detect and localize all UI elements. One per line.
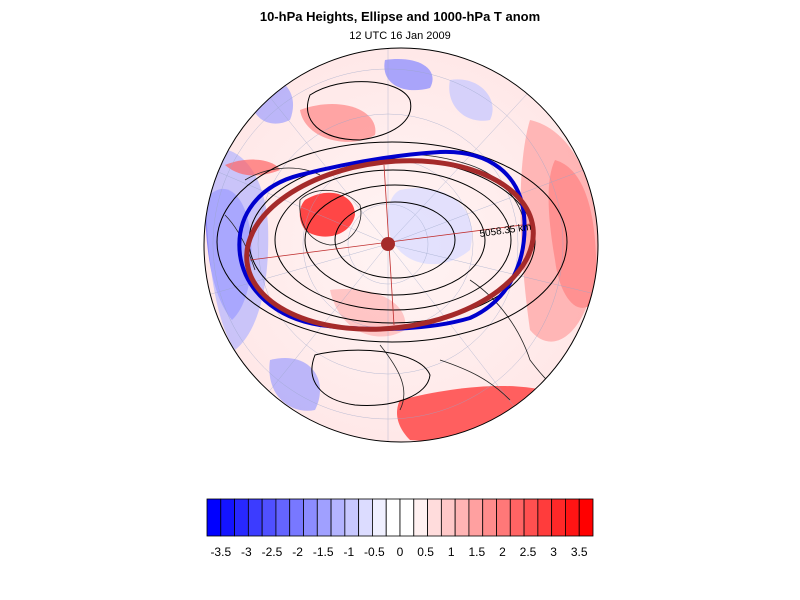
- colorbar-swatch: [316, 498, 332, 537]
- colorbar-tick-label: 3: [550, 545, 557, 559]
- colorbar-swatch: [578, 498, 594, 537]
- ellipse-centroid: [381, 237, 395, 251]
- warm-anomaly-south: [330, 289, 406, 337]
- colorbar-tick-labels: -3.5 -3 -2.5 -2 -1.5 -1 -0.5 0 0.5 1 1.5 2 2.5 3 3.5: [210, 545, 587, 559]
- colorbar-swatch: [440, 498, 456, 537]
- temperature-anomaly-field: [204, 48, 598, 442]
- colorbar-tick-label: 1: [448, 545, 455, 559]
- colorbar-swatch: [454, 498, 470, 537]
- warm-anomaly-east-fringe: [520, 120, 598, 342]
- colorbar-swatch: [289, 498, 304, 537]
- colorbar-tick-label: -1.5: [313, 545, 334, 559]
- warm-anomaly-southeast: [397, 385, 560, 441]
- colorbar-swatch: [261, 498, 277, 537]
- colorbar-swatch: [385, 498, 401, 537]
- colorbar-swatch: [275, 498, 291, 537]
- cold-anomaly-north: [384, 59, 433, 91]
- colorbar-tick-label: -1: [343, 545, 354, 559]
- colorbar-swatch: [399, 498, 415, 537]
- map-title: 10-hPa Heights, Ellipse and 1000-hPa T a…: [259, 9, 541, 24]
- colorbar-tick-label: -3: [241, 545, 252, 559]
- cold-anomaly-northeast: [449, 79, 493, 121]
- height-contour: [311, 349, 431, 406]
- height-contour: [216, 141, 568, 343]
- colorbar-swatch: [551, 498, 566, 537]
- height-contour: [307, 81, 412, 141]
- colorbar-swatch: [537, 498, 553, 537]
- colorbar-swatch: [496, 498, 511, 537]
- colorbar-swatch: [509, 498, 525, 537]
- colorbar-swatch: [220, 498, 235, 537]
- colorbar-swatch: [358, 498, 373, 537]
- colorbar-tick-label: -0.5: [364, 545, 385, 559]
- colorbar-swatch: [206, 498, 222, 537]
- colorbar-swatch: [303, 498, 318, 537]
- colorbar-swatch: [523, 498, 539, 537]
- fitted-ellipse: [244, 158, 536, 332]
- colorbar-tick-label: 2.5: [520, 545, 537, 559]
- colorbar-swatch: [427, 498, 442, 537]
- colorbar-swatch: [413, 498, 428, 537]
- map-border: [203, 47, 599, 443]
- colorbar-swatches: [206, 498, 594, 537]
- colorbar-swatch: [372, 498, 387, 537]
- colorbar-tick-label: -3.5: [210, 545, 231, 559]
- colorbar-swatch: [482, 498, 497, 537]
- colorbar-swatch: [234, 498, 249, 537]
- colorbar-swatch: [344, 498, 360, 537]
- colorbar-tick-label: -2.5: [262, 545, 283, 559]
- height-contour: [334, 201, 456, 279]
- map-subtitle: 12 UTC 16 Jan 2009: [349, 30, 451, 42]
- colorbar-swatch: [330, 498, 346, 537]
- colorbar-tick-label: 3.5: [571, 545, 588, 559]
- colorbar-tick-label: 0: [397, 545, 404, 559]
- cold-anomaly-center: [388, 188, 472, 265]
- height-contour: [304, 184, 486, 296]
- cold-anomaly-south: [269, 358, 320, 411]
- warm-anomaly-west-coast: [225, 159, 280, 176]
- colorbar-tick-label: 1.5: [468, 545, 485, 559]
- warm-anomaly-greenland: [299, 192, 355, 237]
- colorbar-tick-label: 2: [499, 545, 506, 559]
- colorbar-swatch: [565, 498, 580, 537]
- colorbar-tick-label: 0.5: [417, 545, 434, 559]
- colorbar-tick-label: -2: [292, 545, 303, 559]
- cold-anomaly-west-fringe: [205, 148, 269, 350]
- warm-anomaly-north: [300, 104, 376, 142]
- colorbar-swatch: [247, 498, 263, 537]
- colorbar-swatch: [468, 498, 484, 537]
